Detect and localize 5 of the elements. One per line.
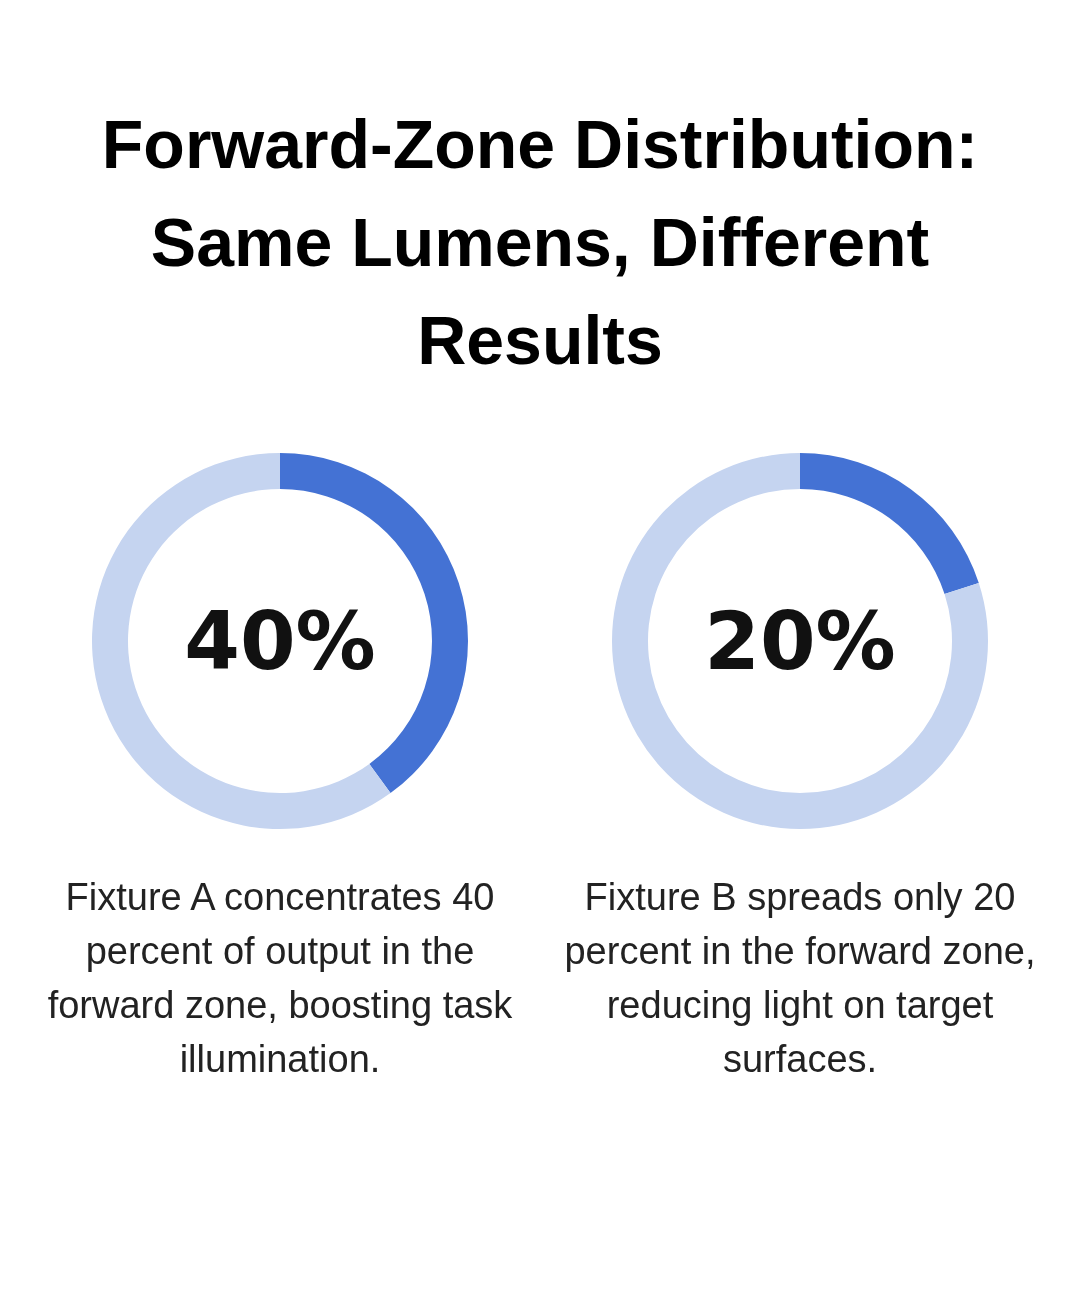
- data-label: 40%: [184, 594, 376, 688]
- data-label: 20%: [704, 594, 896, 688]
- chart-title: Forward-Zone Distribution: Same Lumens, Different Results: [100, 105, 980, 380]
- text: Fixture A concentrates 40 percent of output in the forward zone, boosting task illumination.: [46, 875, 514, 1082]
- text: Fixture B spreads only 20 percent in the forward zone, reducing light on target surfaces.: [563, 875, 1037, 1082]
